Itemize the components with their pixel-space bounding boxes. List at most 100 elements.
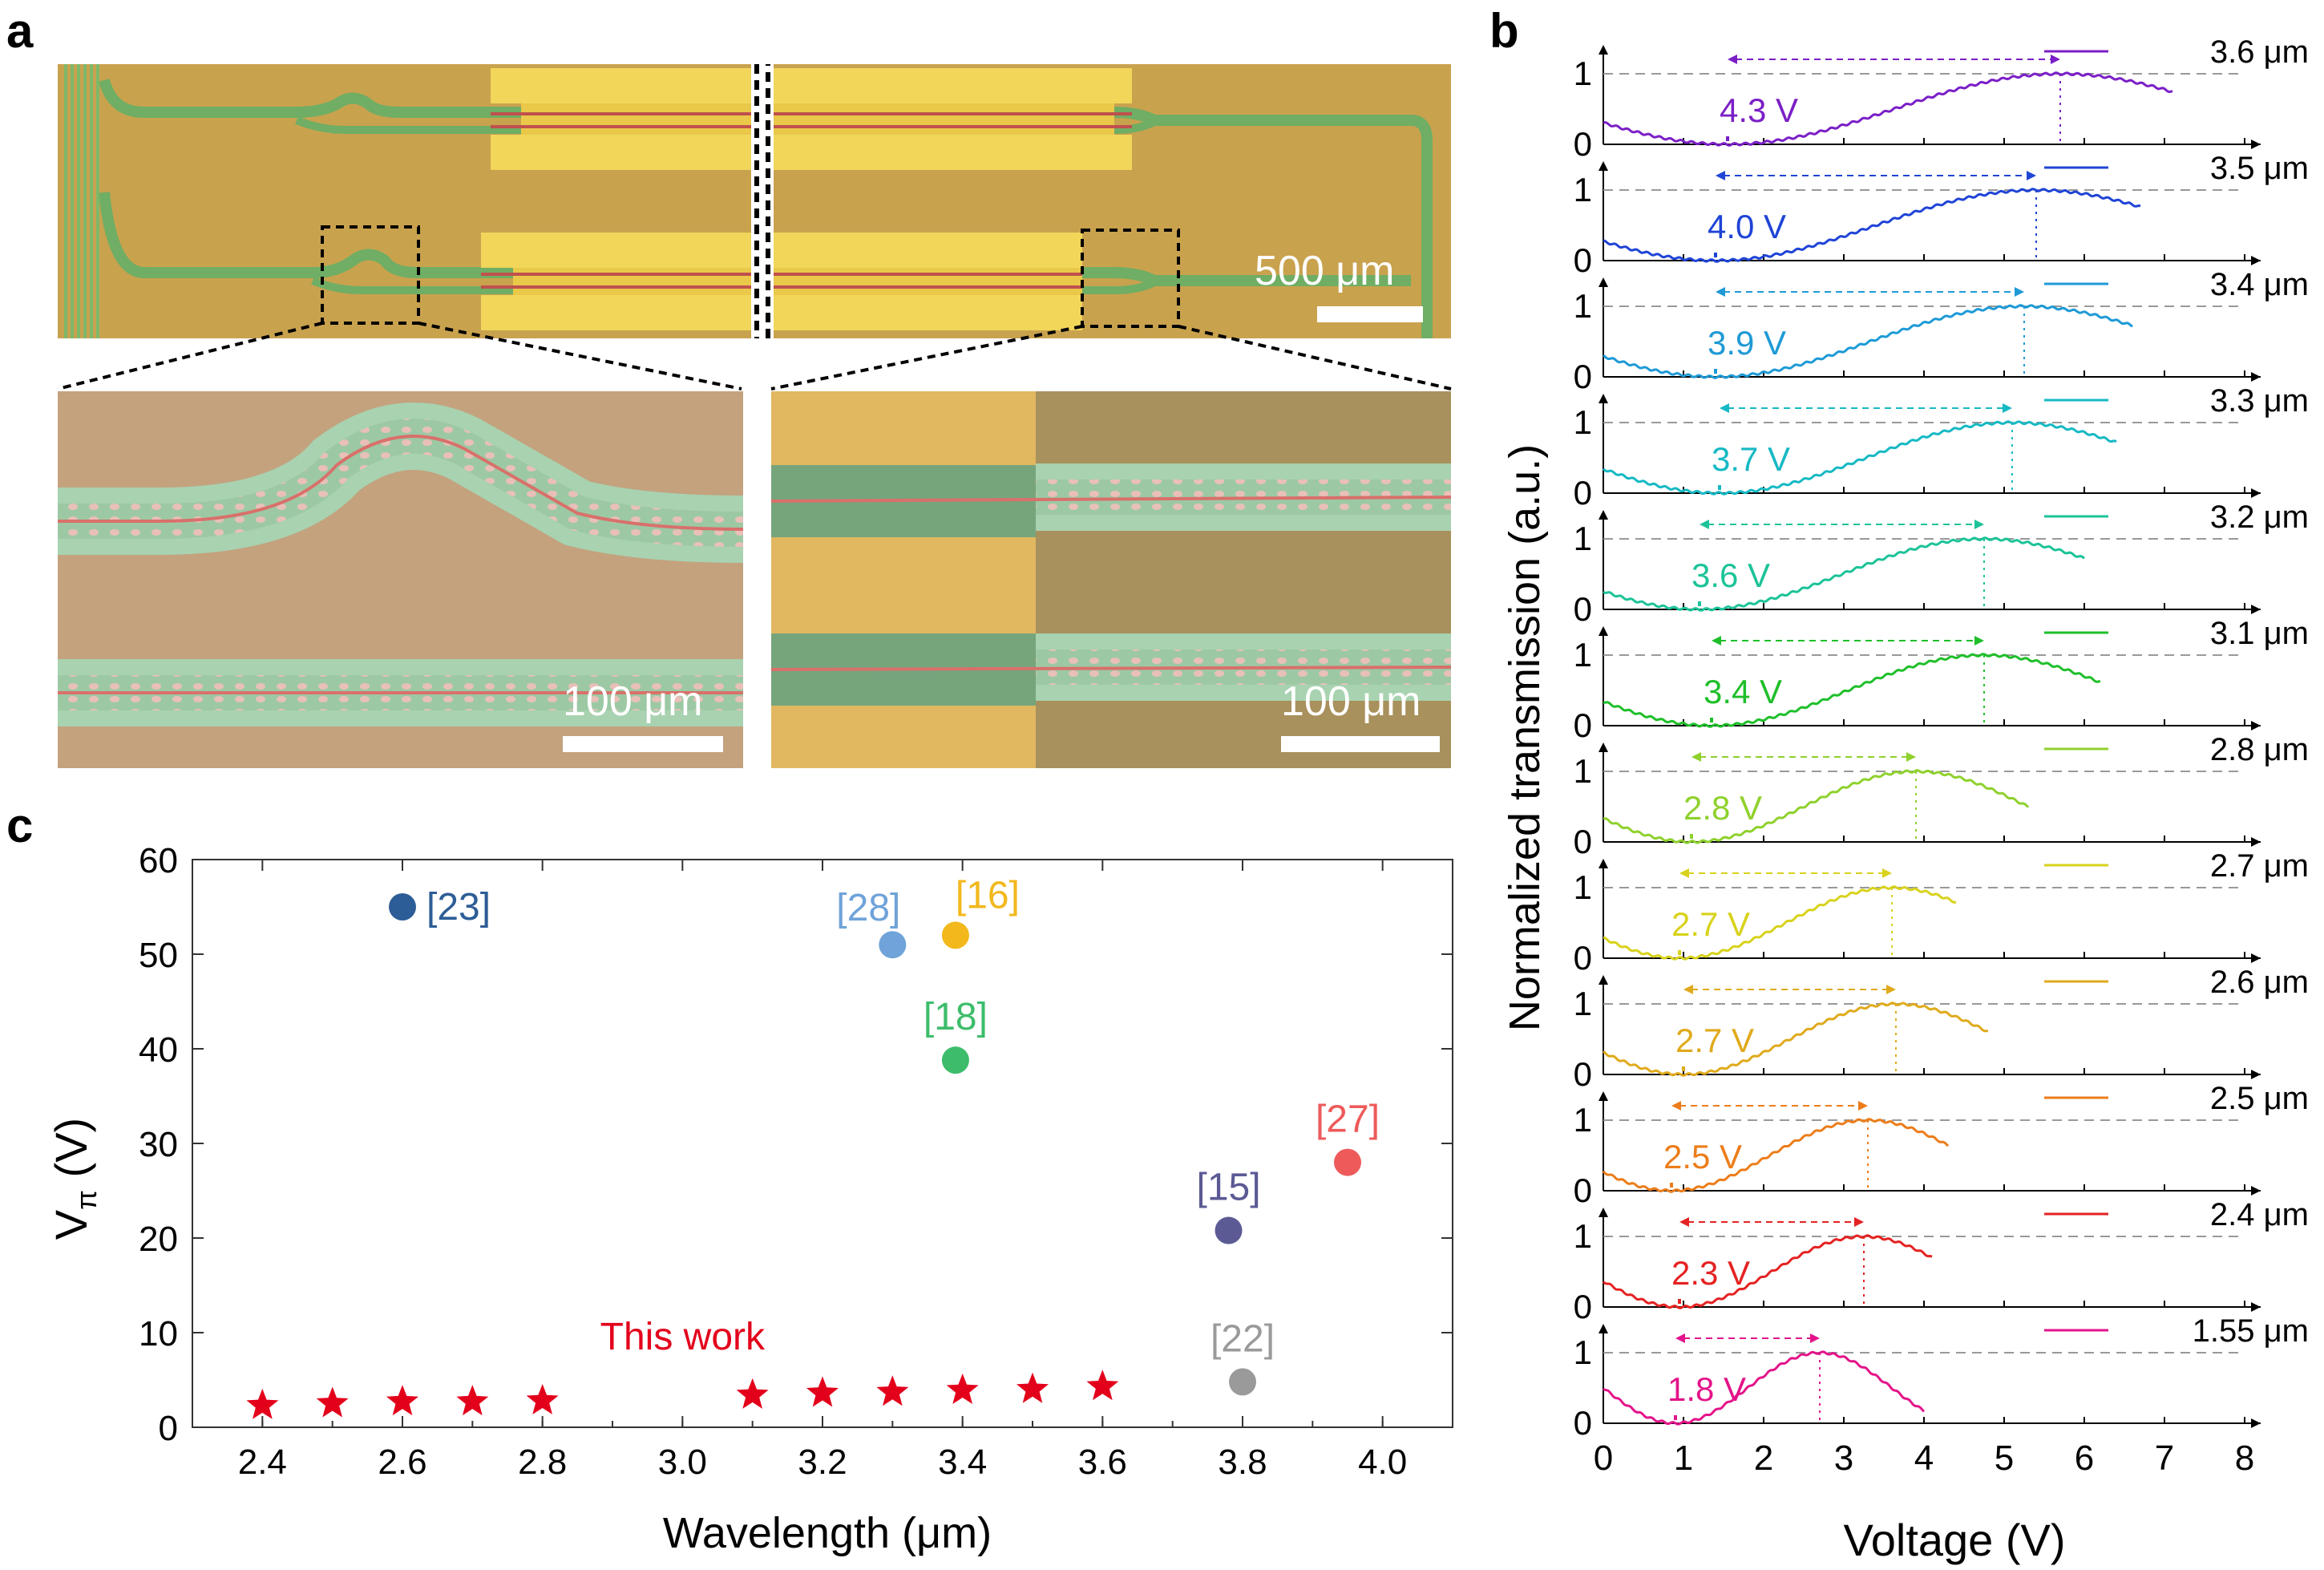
this-work-star — [946, 1374, 979, 1404]
chart-c-ytick-label: 30 — [139, 1125, 178, 1164]
inset-left-scale-bar — [563, 736, 723, 752]
reference-label: [28] — [836, 887, 900, 929]
row-legend-label: 3.5 μm — [2210, 151, 2309, 186]
row-vpi-label: 3.7 V — [1712, 440, 1790, 478]
inset-left-micrograph: 100 μm — [58, 391, 744, 768]
transmission-curve — [1603, 304, 2133, 379]
transmission-curve — [1602, 420, 2117, 496]
row-y-arrow — [1599, 859, 1608, 868]
row-x-arrow — [2251, 1070, 2261, 1079]
row-x-arrow — [2251, 372, 2261, 382]
transmission-row: 0 1 1.8 V 1.55 μm — [1574, 1313, 2309, 1442]
chart-b-xlabel: Voltage (V) — [1843, 1515, 2065, 1565]
chart-c-ylabel: Vπ (V) — [46, 1118, 103, 1240]
zoom-box-left — [321, 225, 420, 325]
row-y-arrow — [1599, 1091, 1608, 1101]
chart-b-xtick-label: 1 — [1674, 1438, 1693, 1478]
row-vpi-arrowhead-right — [1886, 985, 1896, 994]
row-vpi-arrowhead-left — [1679, 868, 1689, 878]
chart-b-xtick-label: 0 — [1594, 1438, 1613, 1478]
chart-b-xtick-label: 6 — [2075, 1438, 2094, 1478]
this-work-star — [386, 1385, 418, 1416]
row-vpi-arrowhead-right — [1974, 520, 1984, 529]
this-work-star — [526, 1384, 559, 1414]
row-x-arrow — [2251, 721, 2261, 730]
row-y-arrow — [1599, 45, 1608, 55]
row-vpi-label: 4.0 V — [1708, 208, 1786, 245]
row-vpi-arrowhead-left — [1716, 171, 1725, 180]
panel-label-c: c — [6, 799, 34, 852]
row-ytick-1: 1 — [1574, 1333, 1592, 1371]
chart-b-xaxis: 0 1 2 3 4 5 6 7 8 — [1594, 1438, 2254, 1478]
row-ytick-1: 1 — [1574, 868, 1592, 906]
row-ytick-1: 1 — [1574, 985, 1592, 1022]
reference-label: [18] — [924, 996, 988, 1038]
row-ytick-1: 1 — [1574, 1217, 1592, 1255]
chart-b-xtick-label: 3 — [1834, 1438, 1853, 1478]
reference-label: [23] — [426, 886, 491, 929]
chart-b-xtick-label: 5 — [1995, 1438, 2014, 1478]
row-y-arrow — [1599, 975, 1608, 985]
row-vpi-arrowhead-left — [1691, 752, 1701, 762]
row-vpi-arrowhead-left — [1679, 1217, 1689, 1227]
chart-c-xtick-label: 4.0 — [1358, 1443, 1407, 1482]
chart-c-xtick-label: 3.0 — [658, 1443, 707, 1482]
transmission-curve — [1603, 769, 2030, 844]
row-legend-label: 2.7 μm — [2210, 848, 2309, 884]
row-vpi-arrowhead-right — [1974, 636, 1984, 645]
inset-left-scale-label: 100 μm — [563, 678, 702, 725]
chart-c-xtick-label: 2.4 — [238, 1443, 287, 1482]
row-ytick-0: 0 — [1574, 1055, 1592, 1093]
row-legend-label: 3.6 μm — [2210, 34, 2309, 70]
row-legend-label: 3.1 μm — [2210, 616, 2309, 651]
transmission-curve — [1603, 653, 2101, 728]
row-vpi-arrowhead-right — [2051, 55, 2060, 64]
chart-b-xtick-label: 7 — [2155, 1438, 2174, 1478]
row-ytick-0: 0 — [1574, 1288, 1592, 1325]
overview-scale-bar — [1317, 306, 1423, 322]
chart-b-xtick-label: 2 — [1754, 1438, 1773, 1478]
this-work-star — [876, 1375, 909, 1406]
reference-point — [389, 893, 416, 921]
row-vpi-arrowhead-right — [2003, 403, 2012, 413]
transmission-row: 0 1 3.4 V 3.1 μm — [1574, 616, 2309, 744]
row-legend-label: 3.3 μm — [2210, 383, 2309, 419]
row-y-arrow — [1599, 510, 1608, 520]
reference-label: [15] — [1197, 1167, 1261, 1209]
transmission-row: 0 1 2.3 V 2.4 μm — [1574, 1197, 2309, 1325]
row-y-arrow — [1599, 1208, 1608, 1217]
this-work-star — [316, 1386, 349, 1418]
chart-c-ytick-label: 10 — [139, 1314, 178, 1354]
chart-c-axes: 2.4 2.6 2.8 3.0 3.2 3.4 3.6 3.8 4.0 0 10 20 30 40 50 60 — [139, 841, 1453, 1482]
panel-label-a: a — [6, 4, 34, 58]
chart-b-xtick-label: 8 — [2235, 1438, 2254, 1478]
overview-micrograph: 500 μm — [58, 64, 1451, 338]
row-y-arrow — [1599, 394, 1608, 403]
chart-c-xtick-label: 3.2 — [798, 1443, 847, 1482]
row-y-arrow — [1599, 1324, 1608, 1333]
transmission-row: 0 1 4.0 V 3.5 μm — [1574, 151, 2309, 279]
chart-c-ylabel-sub: π — [70, 1190, 103, 1210]
row-x-arrow — [2251, 140, 2261, 149]
transmission-row: 0 1 4.3 V 3.6 μm — [1574, 34, 2309, 163]
row-y-arrow — [1599, 277, 1608, 287]
row-ytick-1: 1 — [1574, 171, 1592, 208]
row-ytick-0: 0 — [1574, 706, 1592, 744]
chart-c-xtick-label: 2.6 — [378, 1443, 426, 1482]
row-x-arrow — [2251, 488, 2261, 498]
panel-label-b: b — [1489, 4, 1519, 58]
row-ytick-1: 1 — [1574, 287, 1592, 325]
row-legend-label: 2.6 μm — [2210, 965, 2309, 1000]
this-work-star — [806, 1376, 839, 1407]
chart-c-ytick-label: 20 — [139, 1220, 178, 1259]
row-legend-label: 3.4 μm — [2210, 267, 2309, 302]
chart-c-ytick-label: 60 — [139, 841, 178, 880]
row-legend-label: 2.8 μm — [2210, 732, 2309, 767]
micrograph-panel: 500 μm 100 μm 100 μm — [57, 64, 1452, 768]
row-ytick-1: 1 — [1574, 752, 1592, 790]
chart-c-ylabel-v: V — [46, 1209, 96, 1240]
row-x-arrow — [2251, 256, 2261, 265]
row-y-arrow — [1599, 743, 1608, 752]
chart-b-xtick-label: 4 — [1914, 1438, 1934, 1478]
row-ytick-1: 1 — [1574, 403, 1592, 441]
